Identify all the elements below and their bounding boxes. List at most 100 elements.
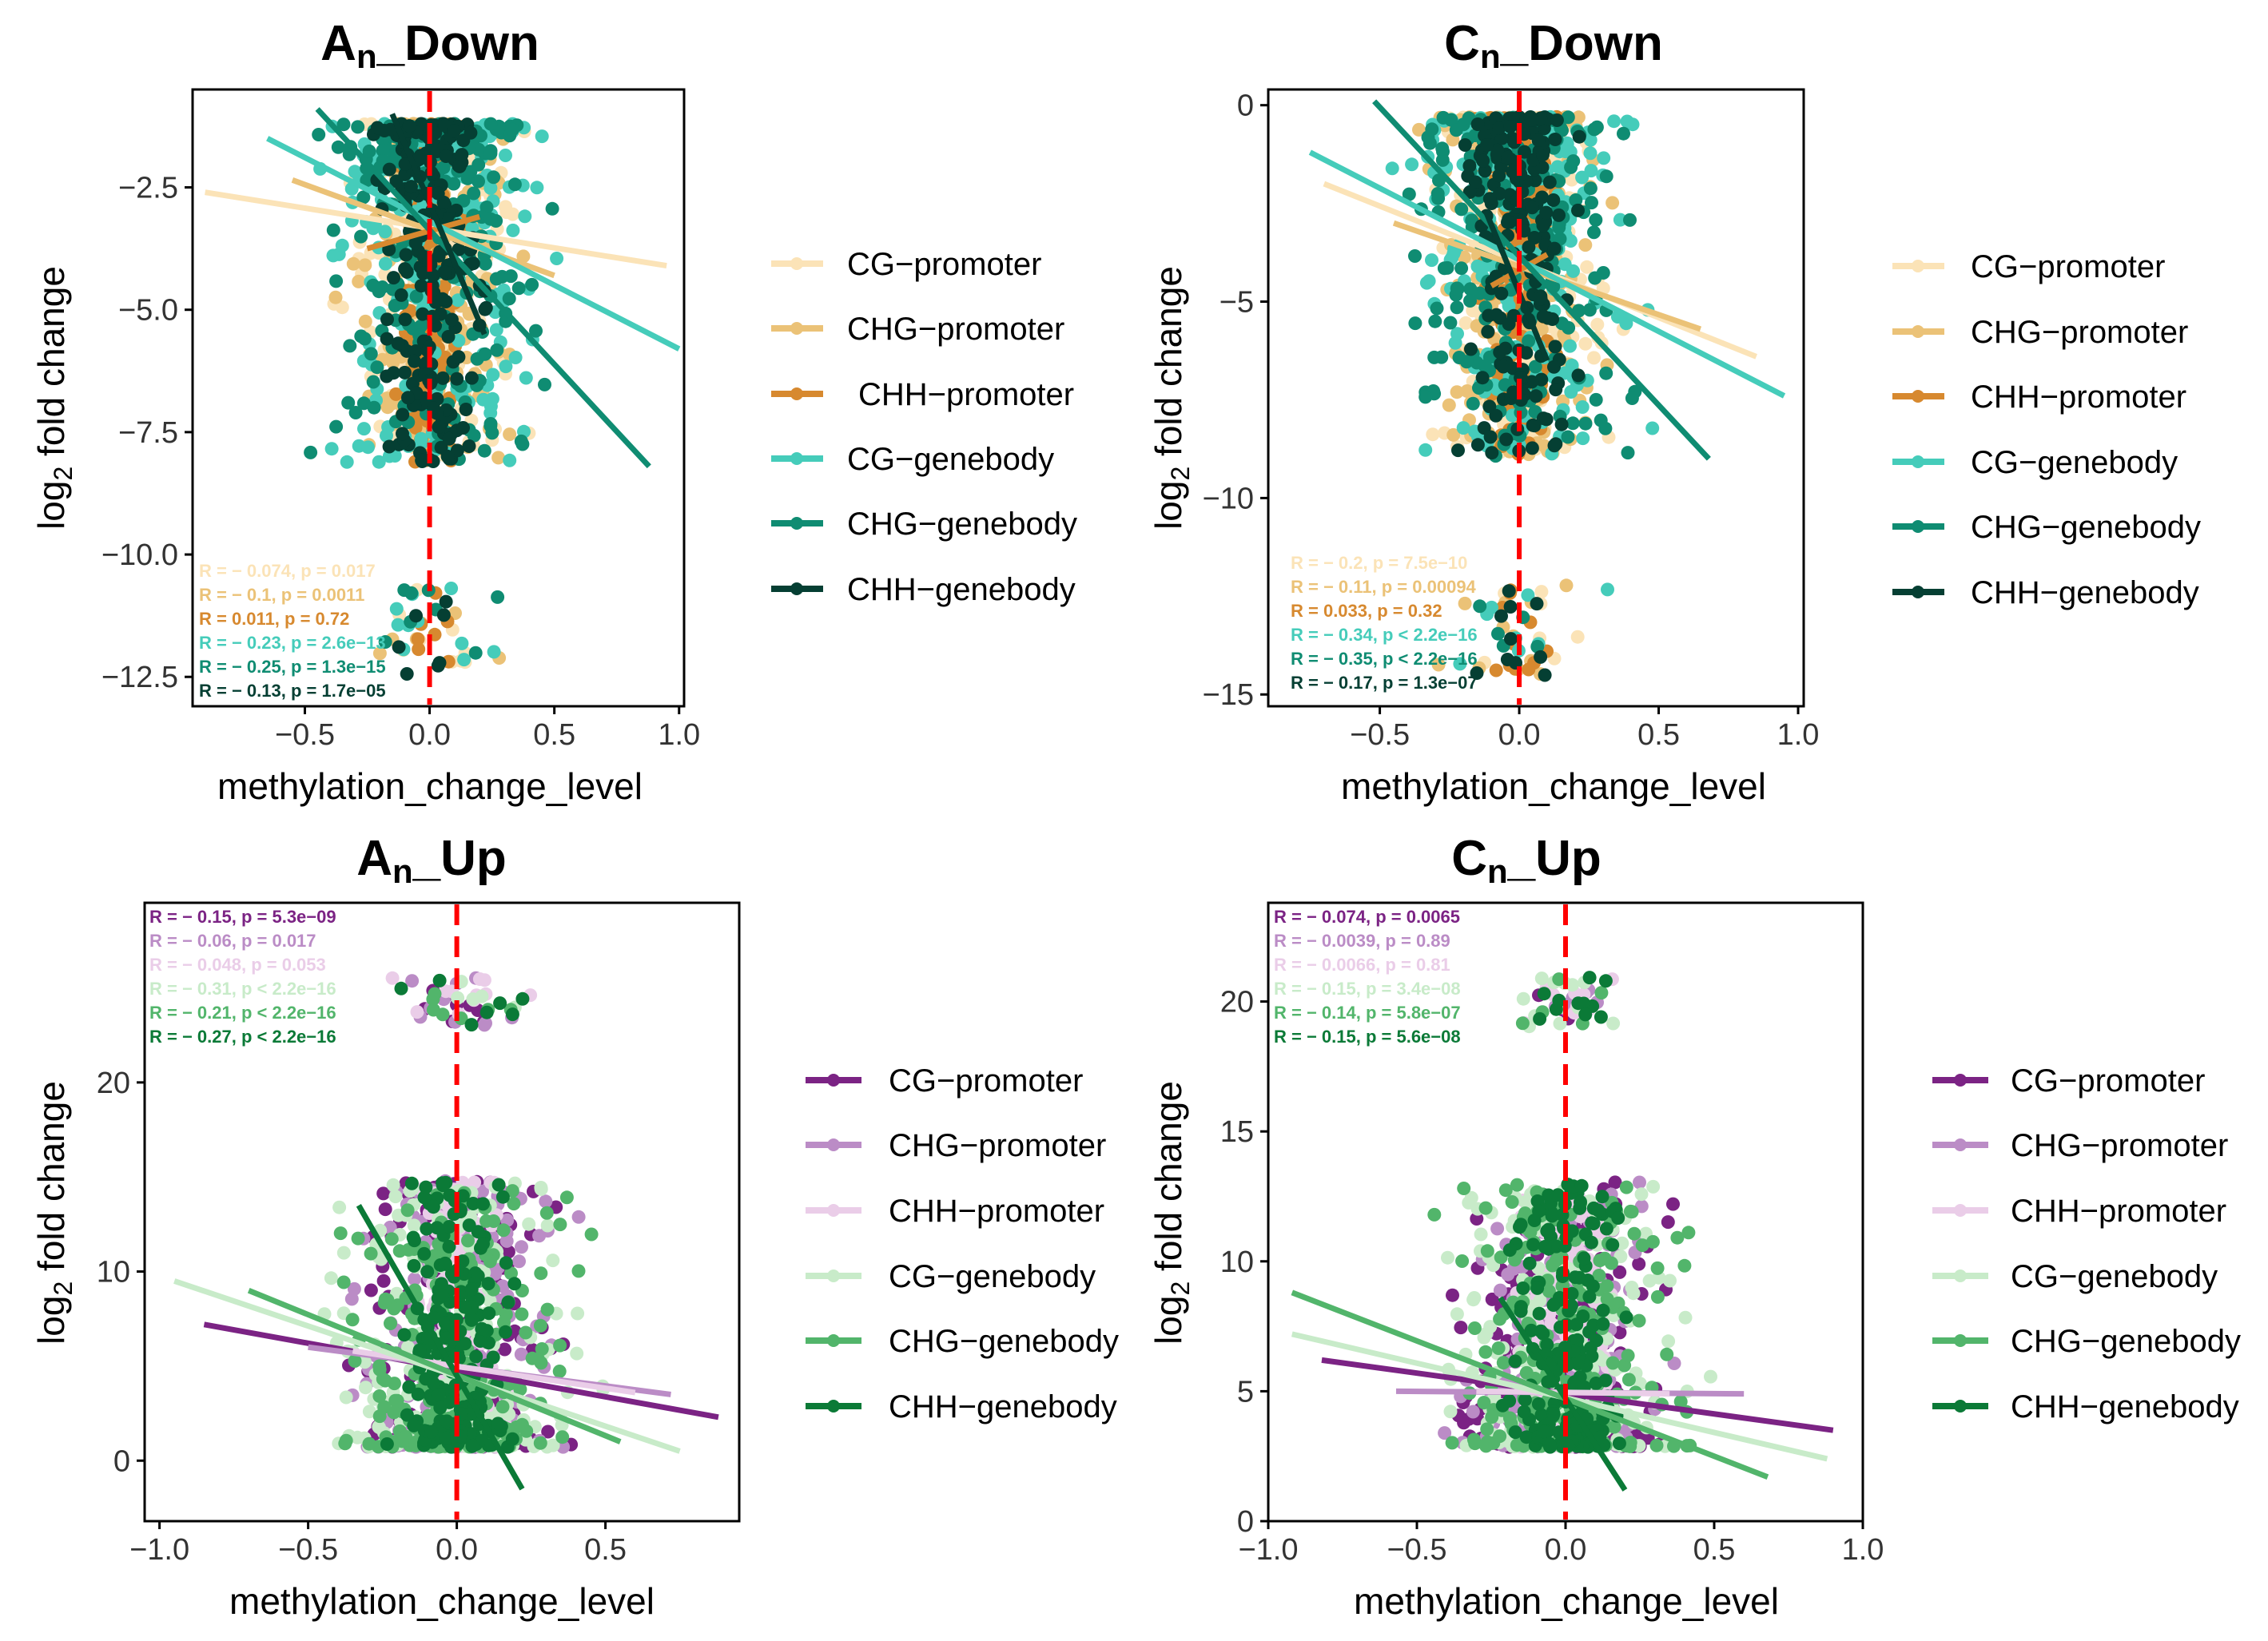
- data-point: [447, 124, 461, 138]
- stat-label: R = − 0.25, p = 1.3e−15: [199, 657, 386, 677]
- data-point: [1498, 341, 1513, 356]
- data-point: [392, 640, 406, 654]
- data-point: [1598, 421, 1613, 435]
- data-point: [1529, 389, 1543, 403]
- data-point: [430, 1221, 444, 1235]
- data-point: [452, 242, 466, 256]
- data-point: [436, 1178, 450, 1193]
- data-point: [1502, 317, 1516, 332]
- plot-content: [173, 904, 719, 1520]
- data-point: [436, 1288, 450, 1302]
- data-point: [457, 653, 472, 667]
- data-point: [1458, 596, 1472, 610]
- data-point: [476, 392, 491, 407]
- data-point: [439, 149, 453, 163]
- data-point: [499, 360, 513, 374]
- data-point: [372, 1409, 387, 1424]
- data-point: [499, 1307, 513, 1321]
- data-point: [1552, 208, 1566, 222]
- data-point: [1597, 151, 1611, 165]
- data-point: [1528, 360, 1542, 374]
- panel-cn-down: Cn_Down R = − 0.2, p = 7.5e−10 R = − 0.1…: [1148, 16, 2201, 807]
- data-point: [412, 642, 426, 657]
- stat-label: R = − 0.06, p = 0.017: [149, 931, 316, 951]
- data-point: [1441, 1250, 1454, 1265]
- data-point: [505, 1432, 519, 1446]
- data-point: [396, 407, 410, 422]
- data-point: [328, 290, 343, 304]
- data-point: [400, 667, 414, 681]
- data-point: [428, 987, 442, 1001]
- data-point: [1494, 609, 1508, 623]
- data-point: [1408, 249, 1422, 263]
- data-point: [1588, 271, 1602, 285]
- stat-label: R = − 0.35, p < 2.2e−16: [1291, 649, 1478, 669]
- data-point: [1453, 657, 1467, 671]
- data-point: [466, 1197, 480, 1210]
- data-point: [442, 1239, 456, 1254]
- x-tick-label: 0.0: [436, 1533, 478, 1567]
- data-point: [1625, 117, 1640, 132]
- data-point: [1516, 991, 1530, 1006]
- legend-item: CHG−promoter: [1892, 315, 2188, 350]
- data-point: [408, 354, 421, 368]
- y-tick-label: 10: [97, 1256, 130, 1289]
- data-point: [346, 256, 360, 271]
- data-point: [499, 1256, 513, 1270]
- data-point: [451, 991, 465, 1005]
- data-point: [1402, 187, 1416, 201]
- data-point: [345, 1313, 360, 1327]
- data-point: [376, 1186, 391, 1201]
- data-point: [336, 117, 351, 132]
- legend-item: CG−genebody: [771, 442, 1054, 477]
- data-point: [442, 1220, 456, 1234]
- data-point: [440, 1414, 454, 1428]
- data-point: [464, 125, 478, 140]
- data-point: [1492, 121, 1506, 135]
- data-point: [1462, 185, 1477, 199]
- legend-item: CHG−genebody: [1892, 510, 2201, 545]
- data-point: [1613, 1265, 1627, 1279]
- data-point: [1454, 1321, 1468, 1335]
- data-point: [533, 1318, 547, 1333]
- data-point: [1412, 122, 1426, 137]
- legend-item: CG−promoter: [771, 247, 1041, 282]
- stat-label: R = − 0.1, p = 0.0011: [199, 585, 364, 605]
- data-point: [522, 1217, 536, 1231]
- data-point: [356, 396, 371, 411]
- data-point: [532, 1229, 547, 1243]
- data-point: [1519, 346, 1534, 360]
- data-point: [1457, 1182, 1471, 1195]
- data-point: [452, 158, 467, 173]
- data-point: [1547, 360, 1561, 374]
- axis-ticks: −0.5 0.0 0.5 1.0−12.5−10.0−7.5−5.0−2.5: [101, 172, 700, 752]
- data-point: [1492, 169, 1506, 183]
- regression-line: [315, 107, 651, 469]
- plot-border: [143, 901, 741, 1523]
- data-point: [348, 406, 363, 419]
- data-point: [1502, 584, 1516, 598]
- legend-item: CHH−genebody: [806, 1389, 1117, 1424]
- regression-line: [291, 177, 555, 279]
- data-point: [1589, 392, 1603, 407]
- data-point: [1584, 164, 1598, 178]
- data-point: [1470, 117, 1485, 131]
- data-point: [472, 174, 485, 189]
- panel-title: An_Down: [320, 16, 539, 75]
- x-tick-label: 0.0: [408, 718, 451, 752]
- data-point: [1645, 421, 1660, 435]
- plot-content: [205, 91, 681, 705]
- data-point: [438, 1316, 452, 1330]
- data-point: [1563, 339, 1577, 353]
- data-point: [405, 974, 420, 988]
- data-point: [417, 1190, 432, 1205]
- data-point: [473, 1334, 487, 1348]
- data-point: [464, 1018, 479, 1032]
- data-point: [1522, 662, 1536, 677]
- plot-content: [1291, 904, 1834, 1520]
- data-point: [426, 1199, 440, 1214]
- data-point: [496, 1223, 511, 1238]
- data-point: [483, 406, 498, 420]
- data-point: [515, 1240, 528, 1254]
